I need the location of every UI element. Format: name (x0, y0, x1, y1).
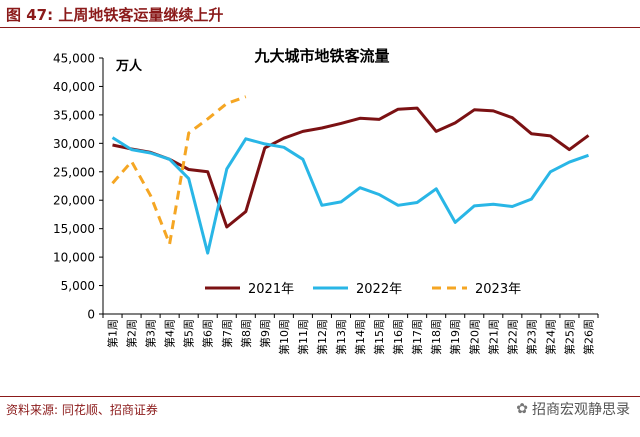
metro-ridership-chart: 九大城市地铁客流量 万人 0 5,000 10,000 15,000 20,000 25,… (53, 47, 599, 355)
title-divider (0, 27, 640, 28)
x-tick-label: 第7周 (220, 319, 234, 348)
x-tick-label: 第18周 (429, 319, 443, 355)
y-tick-label: 45,000 (53, 52, 95, 66)
series-line-2023年 (111, 95, 247, 246)
x-tick-label: 第15周 (372, 319, 386, 355)
y-tick-label: 35,000 (53, 108, 95, 122)
x-tick-label: 第25周 (562, 319, 576, 355)
x-tick-label: 第16周 (391, 319, 405, 355)
watermark: ✿ 招商宏观静思录 (516, 399, 630, 419)
x-tick-label: 第17周 (410, 319, 424, 355)
y-tick-label: 20,000 (53, 194, 95, 208)
series-line-2021年 (112, 106, 590, 229)
y-axis-ticks: 0 5,000 10,000 15,000 20,000 25,000 30,000 35,0… (53, 52, 103, 322)
legend-label: 2021年 (248, 282, 294, 297)
wechat-icon: ✿ (516, 401, 528, 417)
footer-divider (0, 396, 640, 397)
y-tick-label: 30,000 (53, 137, 95, 151)
chart-legend: 2021年 2022年 2023年 (205, 282, 521, 297)
x-tick-label: 第22周 (505, 319, 519, 355)
x-tick-label: 第12周 (315, 319, 329, 355)
watermark-text: 招商宏观静思录 (532, 402, 630, 418)
chart-axes (102, 58, 598, 315)
y-tick-label: 40,000 (53, 80, 95, 94)
x-tick-label: 第10周 (277, 319, 291, 355)
x-tick-label: 第26周 (581, 319, 595, 355)
x-tick-label: 第8周 (239, 319, 253, 348)
legend-label: 2022年 (356, 282, 402, 297)
source-note: 资料来源: 同花顺、招商证券 (6, 403, 158, 417)
x-tick-label: 第4周 (163, 319, 177, 348)
series-lines (111, 95, 590, 255)
chart-title: 九大城市地铁客流量 (253, 47, 389, 65)
x-tick-label: 第23周 (524, 319, 538, 355)
y-tick-label: 25,000 (53, 165, 95, 179)
y-tick-label: 10,000 (53, 251, 95, 265)
y-tick-label: 5,000 (61, 279, 95, 293)
x-tick-label: 第20周 (467, 319, 481, 355)
legend-label: 2023年 (475, 282, 521, 297)
y-axis-unit-label: 万人 (115, 58, 143, 74)
x-tick-label: 第9周 (258, 319, 272, 348)
x-tick-label: 第11周 (296, 319, 310, 355)
x-tick-label: 第6周 (201, 319, 215, 348)
series-line-2022年 (111, 136, 590, 255)
x-tick-label: 第14周 (353, 319, 367, 355)
figure-title: 图 47: 上周地铁客运量继续上升 (6, 6, 224, 24)
y-tick-label: 0 (87, 308, 95, 322)
x-axis-ticks: 第1周 第2周 第3周 第4周 第5周 第6周 第7周 第8周 第9周 第10周 第11周 第12周第… (102, 314, 599, 355)
x-tick-label: 第21周 (486, 319, 500, 355)
x-tick-label: 第19周 (448, 319, 462, 355)
x-tick-label: 第13周 (334, 319, 348, 355)
x-tick-label: 第2周 (125, 319, 139, 348)
y-tick-label: 15,000 (53, 222, 95, 236)
x-tick-label: 第24周 (543, 319, 557, 355)
x-tick-label: 第5周 (182, 319, 196, 348)
x-tick-label: 第3周 (144, 319, 158, 348)
x-tick-label: 第1周 (106, 319, 120, 348)
